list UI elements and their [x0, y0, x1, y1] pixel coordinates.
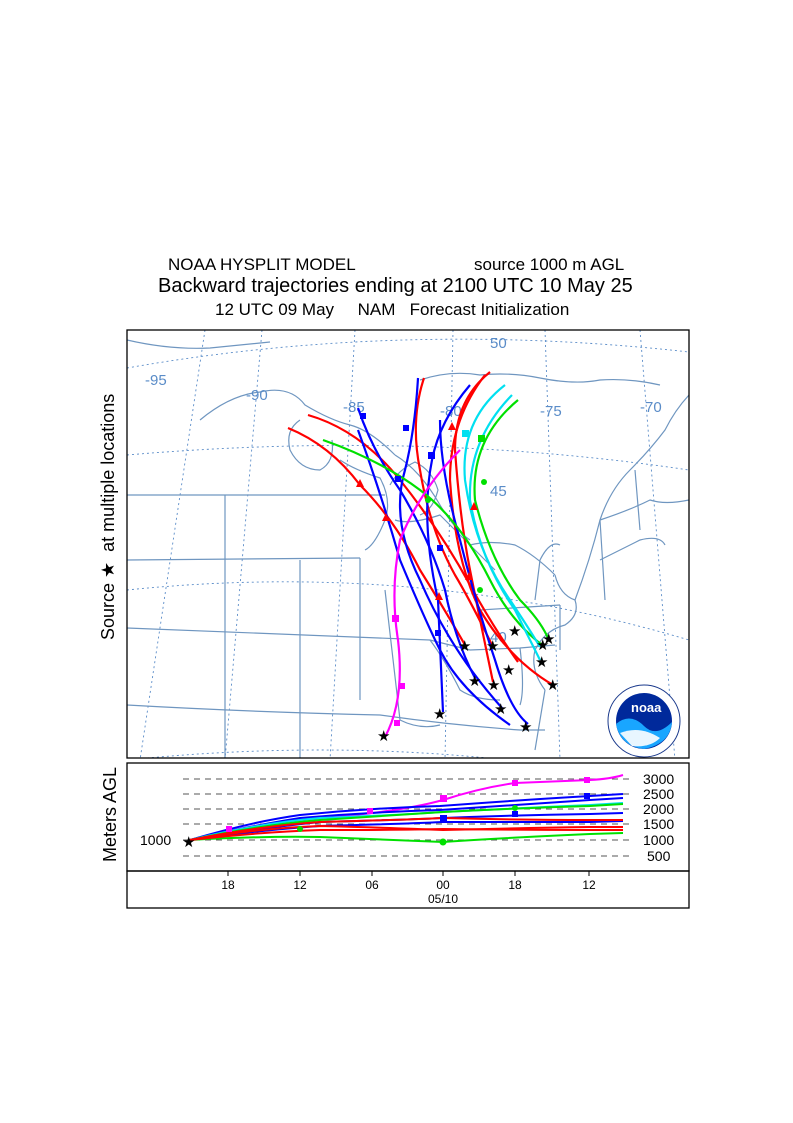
height-trace-blue-1	[189, 793, 624, 841]
height-trace-red-3	[189, 816, 623, 841]
svg-text:★: ★	[377, 728, 390, 745]
height-trace-green-2	[189, 832, 624, 844]
svg-text:★: ★	[433, 706, 446, 723]
svg-text:★: ★	[486, 638, 499, 655]
level-1000: 1000	[643, 832, 674, 848]
height-trace-green-1	[189, 803, 624, 841]
trajectory-red-1	[287, 426, 466, 646]
time-tick-5: 12	[582, 878, 596, 892]
svg-text:★: ★	[508, 623, 521, 640]
height-traces	[189, 774, 624, 844]
svg-text:★: ★	[487, 677, 500, 694]
trajectory-markers	[356, 413, 487, 726]
level-1500: 1500	[643, 816, 674, 832]
map-frame	[126, 329, 690, 759]
trajectory-magenta	[384, 449, 461, 738]
map-boundaries	[127, 339, 689, 758]
level-3000: 3000	[643, 771, 674, 787]
trajectory-red-3	[414, 377, 493, 646]
noaa-logo: noaa	[607, 684, 681, 758]
level-2000: 2000	[643, 801, 674, 817]
model-title: NOAA HYSPLIT MODEL	[168, 255, 356, 274]
time-tick-2: 06	[365, 878, 379, 892]
trajectory-blue-5	[356, 429, 511, 726]
trajectory-blue-1	[356, 407, 476, 679]
time-tick-3: 00	[436, 878, 450, 892]
date-label: 05/10	[428, 892, 458, 906]
height-trace-markers	[226, 777, 590, 846]
time-tick-labels: 18 12 06 00 18 12 05/10	[221, 878, 596, 906]
svg-text:★: ★	[546, 677, 559, 694]
trajectory-blue-4	[438, 419, 529, 725]
svg-text:★: ★	[536, 637, 549, 654]
svg-text:★: ★	[535, 654, 548, 671]
time-axis-frame	[126, 870, 690, 909]
trajectories	[287, 371, 554, 738]
trajectory-red-4	[453, 371, 495, 683]
height-levels	[183, 778, 633, 857]
trajectory-blue-3	[426, 384, 471, 713]
time-tick-4: 18	[508, 878, 522, 892]
level-500: 500	[647, 848, 671, 864]
svg-text:★: ★	[458, 638, 471, 655]
height-trace-red-2	[189, 827, 623, 841]
lon-label-75: -75	[540, 403, 562, 420]
graticule	[127, 330, 689, 758]
time-tick-1: 12	[293, 878, 307, 892]
lon-label-90: -90	[246, 387, 268, 404]
lat-label-45: 45	[490, 483, 507, 500]
trajectory-red-5	[448, 374, 554, 686]
svg-text:★: ★	[502, 662, 515, 679]
forecast-init-title: 12 UTC 09 May NAM Forecast Initializatio…	[215, 300, 570, 319]
time-ticks	[227, 871, 590, 876]
svg-text:★: ★	[468, 673, 481, 690]
lon-label-70: -70	[640, 399, 662, 416]
time-tick-0: 18	[221, 878, 235, 892]
trajectory-green-2	[473, 399, 550, 639]
start-star: ★	[182, 834, 195, 851]
main-title: Backward trajectories ending at 2100 UTC…	[158, 275, 633, 297]
noaa-logo-text: noaa	[631, 700, 662, 715]
svg-text:★: ★	[494, 701, 507, 718]
lat-label-50: 50	[490, 335, 507, 352]
trajectory-green-1	[322, 438, 543, 646]
svg-text:★: ★	[542, 631, 555, 648]
height-level-labels: 3000 2500 2000 1500 1000 500 1000	[140, 771, 674, 864]
map-area: -95 -90 -85 -80 -75 -70 50 45 40	[127, 330, 689, 758]
start-height-label: 1000	[140, 832, 171, 848]
trajectory-blue-2	[398, 377, 503, 709]
grid-labels: -95 -90 -85 -80 -75 -70 50 45 40	[145, 335, 662, 646]
svg-text:★: ★	[519, 719, 532, 736]
source-stars: ★ ★ ★ ★ ★ ★ ★ ★ ★ ★ ★ ★ ★ ★	[377, 623, 559, 745]
lon-label-95: -95	[145, 372, 167, 389]
level-2500: 2500	[643, 786, 674, 802]
height-trace-red-1	[189, 824, 623, 841]
source-height-title: source 1000 m AGL	[474, 255, 625, 274]
